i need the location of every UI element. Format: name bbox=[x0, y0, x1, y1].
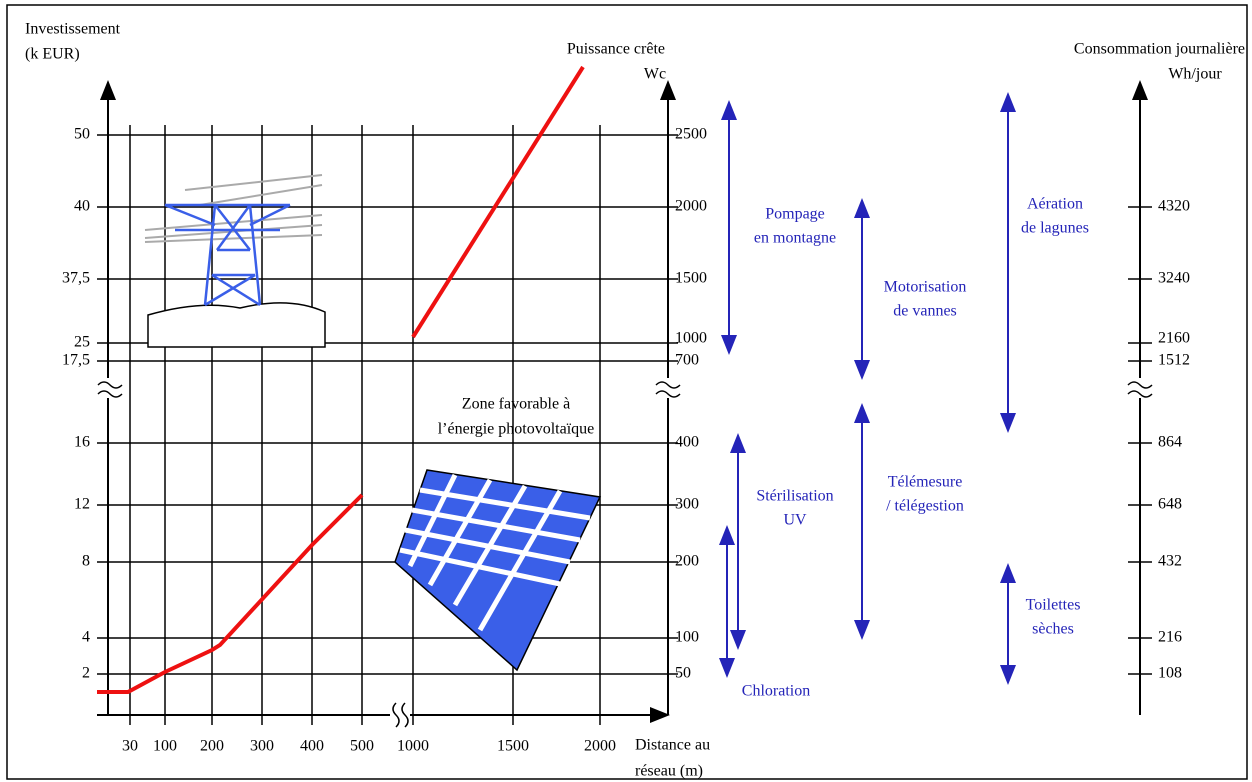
application-label: Télémesure bbox=[888, 474, 963, 491]
application-label: Pompage bbox=[765, 206, 825, 223]
application-label: Stérilisation bbox=[756, 488, 833, 505]
distance-tick-label: 300 bbox=[250, 738, 274, 755]
grid bbox=[97, 125, 1152, 725]
consumption-tick-label: 432 bbox=[1158, 553, 1182, 570]
distance-tick-label: 2000 bbox=[584, 738, 616, 755]
investment-tick-label: 8 bbox=[82, 553, 90, 570]
zone-label: l’énergie photovoltaïque bbox=[438, 421, 595, 438]
distance-tick-label: 30 bbox=[122, 738, 138, 755]
investment-tick-label: 4 bbox=[82, 629, 90, 646]
investment-tick-label: 50 bbox=[74, 126, 90, 143]
investment-curve-low bbox=[97, 493, 364, 694]
application-label: UV bbox=[783, 512, 807, 529]
axis-title: Distance au bbox=[635, 737, 710, 754]
zone-label: Zone favorable à bbox=[462, 396, 570, 413]
pylon-image bbox=[144, 174, 326, 348]
consumption-tick-label: 4320 bbox=[1158, 198, 1190, 215]
solar-panel-image bbox=[394, 469, 602, 672]
power-tick-label: 200 bbox=[675, 553, 699, 570]
investment-tick-label: 25 bbox=[74, 334, 90, 351]
distance-tick-label: 200 bbox=[200, 738, 224, 755]
application-label: Chloration bbox=[742, 683, 810, 700]
power-tick-label: 2000 bbox=[675, 198, 707, 215]
axis-title: Wc bbox=[644, 66, 666, 83]
application-label: en montagne bbox=[754, 230, 836, 247]
application-label: Motorisation bbox=[884, 279, 967, 296]
power-tick-label: 1000 bbox=[675, 330, 707, 347]
power-tick-label: 300 bbox=[675, 496, 699, 513]
axis-title: réseau (m) bbox=[635, 763, 703, 780]
investment-tick-label: 37,5 bbox=[62, 270, 90, 287]
frame bbox=[6, 4, 1248, 780]
investment-tick-label: 2 bbox=[82, 665, 90, 682]
investment-tick-label: 17,5 bbox=[62, 352, 90, 369]
application-label: de lagunes bbox=[1021, 220, 1089, 237]
investment-curve-high bbox=[411, 65, 585, 339]
application-label: Toilettes bbox=[1026, 597, 1081, 614]
consumption-tick-label: 216 bbox=[1158, 629, 1182, 646]
distance-tick-label: 1500 bbox=[497, 738, 529, 755]
distance-tick-label: 1000 bbox=[397, 738, 429, 755]
application-label: / télégestion bbox=[886, 498, 964, 515]
power-tick-label: 2500 bbox=[675, 126, 707, 143]
axis-breaks bbox=[97, 378, 1153, 728]
investment-tick-label: 16 bbox=[74, 434, 90, 451]
power-tick-label: 1500 bbox=[675, 270, 707, 287]
power-tick-label: 400 bbox=[675, 434, 699, 451]
axis-title: Wh/jour bbox=[1168, 66, 1222, 83]
consumption-tick-label: 648 bbox=[1158, 496, 1182, 513]
distance-tick-label: 500 bbox=[350, 738, 374, 755]
consumption-tick-label: 3240 bbox=[1158, 270, 1190, 287]
distance-tick-label: 100 bbox=[153, 738, 177, 755]
power-tick-label: 700 bbox=[675, 352, 699, 369]
application-label: Aération bbox=[1027, 196, 1083, 213]
consumption-tick-label: 1512 bbox=[1158, 352, 1190, 369]
application-label: sèches bbox=[1032, 621, 1074, 638]
axis-title: Puissance crête bbox=[567, 41, 665, 58]
power-tick-label: 100 bbox=[675, 629, 699, 646]
investment-tick-label: 12 bbox=[74, 496, 90, 513]
axis-title: Consommation journalière bbox=[1074, 41, 1245, 58]
axis-title: Investissement bbox=[25, 21, 121, 38]
consumption-tick-label: 2160 bbox=[1158, 330, 1190, 347]
power-tick-label: 50 bbox=[675, 665, 691, 682]
investment-tick-label: 40 bbox=[74, 198, 90, 215]
consumption-tick-label: 864 bbox=[1158, 434, 1182, 451]
consumption-tick-label: 108 bbox=[1158, 665, 1182, 682]
axis-title: (k EUR) bbox=[25, 46, 80, 63]
distance-tick-label: 400 bbox=[300, 738, 324, 755]
application-label: de vannes bbox=[893, 303, 957, 320]
